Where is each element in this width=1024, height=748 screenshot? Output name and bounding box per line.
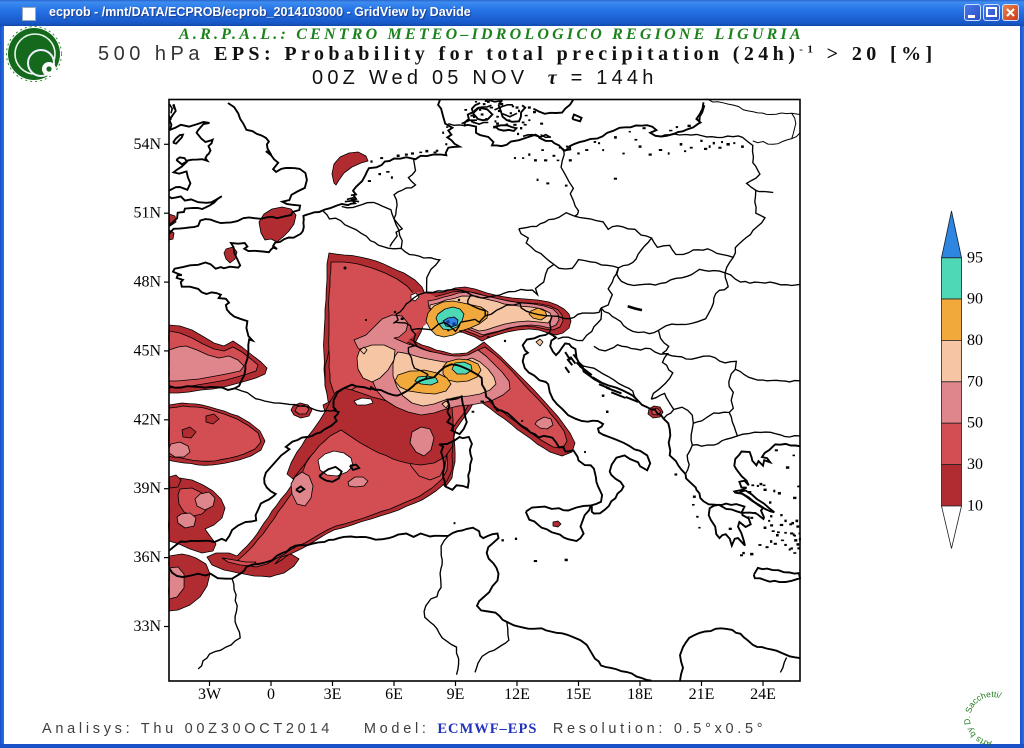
svg-text:12E: 12E xyxy=(504,686,530,703)
svg-text:70: 70 xyxy=(967,373,983,390)
svg-text:50: 50 xyxy=(967,415,983,432)
svg-text:95: 95 xyxy=(967,249,983,266)
svg-text:90: 90 xyxy=(967,291,983,308)
svg-text:24E: 24E xyxy=(750,686,776,703)
svg-text:0: 0 xyxy=(267,686,275,703)
svg-text:6E: 6E xyxy=(385,686,403,703)
svg-text:45N: 45N xyxy=(133,342,161,359)
svg-text:3E: 3E xyxy=(324,686,342,703)
svg-text:33N: 33N xyxy=(133,618,161,635)
svg-text:15E: 15E xyxy=(566,686,592,703)
svg-text:80: 80 xyxy=(967,332,983,349)
svg-text:10: 10 xyxy=(967,498,983,515)
svg-text:3W: 3W xyxy=(198,686,222,703)
svg-text:21E: 21E xyxy=(689,686,715,703)
svg-text:51N: 51N xyxy=(133,205,161,222)
svg-text:Arts by D. Sacchetti/: Arts by D. Sacchetti/ xyxy=(962,689,1003,748)
svg-text:36N: 36N xyxy=(133,549,161,566)
svg-text:54N: 54N xyxy=(133,136,161,153)
svg-text:18E: 18E xyxy=(627,686,653,703)
svg-text:30: 30 xyxy=(967,456,983,473)
svg-text:39N: 39N xyxy=(133,480,161,497)
svg-text:42N: 42N xyxy=(133,411,161,428)
svg-text:9E: 9E xyxy=(447,686,465,703)
svg-text:48N: 48N xyxy=(133,274,161,291)
